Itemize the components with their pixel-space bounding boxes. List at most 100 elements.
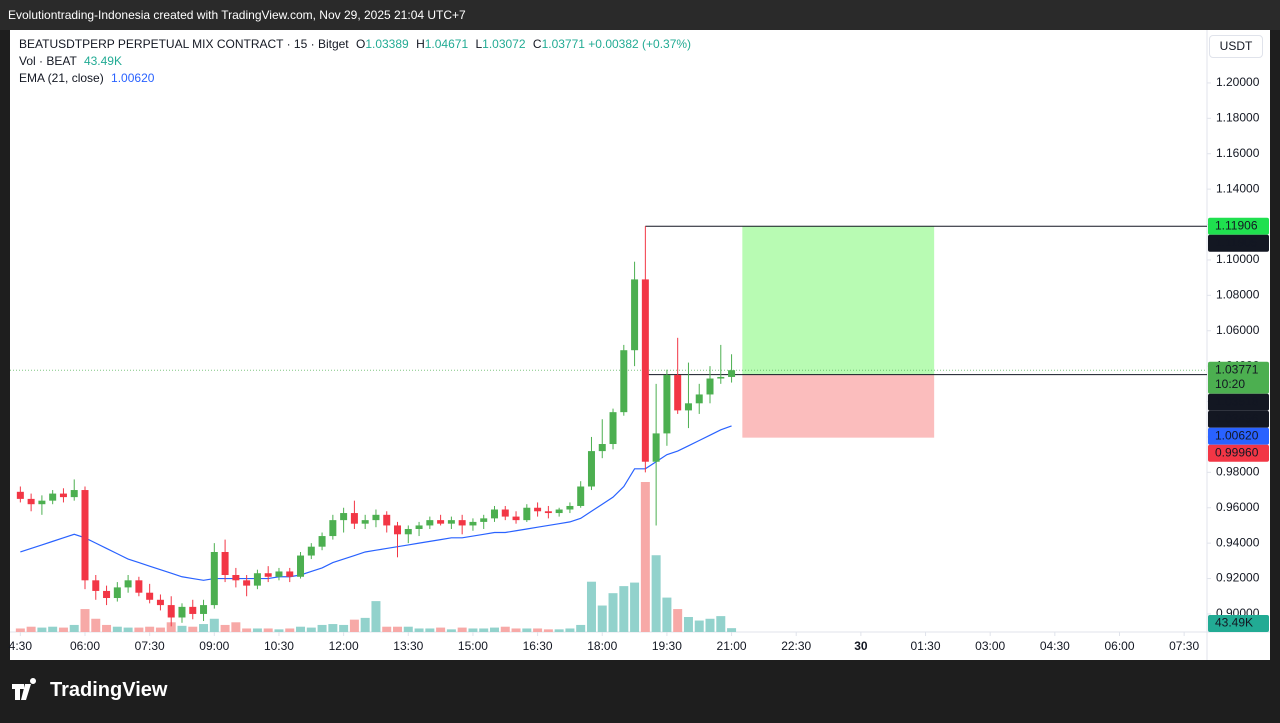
volume-bar bbox=[145, 626, 155, 632]
volume-bar bbox=[296, 626, 306, 632]
ohlc-value: 1.03072 bbox=[482, 37, 526, 51]
y-tick-label: 0.96000 bbox=[1216, 500, 1260, 514]
candle-body bbox=[631, 279, 639, 351]
candle-body bbox=[275, 571, 283, 577]
volume-bar bbox=[58, 627, 68, 632]
x-tick-label: 06:00 bbox=[1104, 639, 1134, 653]
volume-bar bbox=[360, 617, 370, 632]
x-tick-label: 19:30 bbox=[652, 639, 682, 653]
y-tick-label: 1.14000 bbox=[1216, 181, 1260, 195]
candle-body bbox=[113, 587, 121, 599]
currency-button[interactable]: USDT bbox=[1209, 35, 1263, 58]
volume-bar bbox=[651, 555, 661, 632]
volume-bar bbox=[220, 624, 230, 632]
volume-bar bbox=[274, 629, 284, 632]
volume-bar bbox=[199, 624, 209, 632]
candle-body bbox=[189, 606, 197, 614]
y-tick-label: 1.06000 bbox=[1216, 323, 1260, 337]
candle-body bbox=[437, 520, 445, 524]
candle-body bbox=[512, 516, 520, 521]
candle-body bbox=[318, 536, 326, 547]
candle-body bbox=[480, 518, 488, 522]
candle-body bbox=[415, 525, 423, 529]
volume-value: 43.49K bbox=[83, 54, 122, 68]
volume-bar bbox=[479, 628, 489, 632]
volume-bar bbox=[91, 618, 101, 632]
candle-body bbox=[178, 606, 186, 618]
x-tick-label: 09:00 bbox=[199, 639, 229, 653]
volume-bar bbox=[662, 597, 672, 632]
symbol: BEATUSDTPERP PERPETUAL MIX CONTRACT · 15… bbox=[19, 37, 349, 51]
ema-value: 1.00620 bbox=[111, 71, 155, 85]
volume-bar bbox=[619, 586, 629, 632]
candle-body bbox=[135, 580, 143, 593]
ohlc-value: 1.03389 bbox=[365, 37, 409, 51]
change: +0.00382 (+0.37%) bbox=[588, 37, 692, 51]
x-tick-label: 12:00 bbox=[329, 639, 359, 653]
volume-bar bbox=[134, 627, 144, 632]
volume-bar bbox=[317, 624, 327, 632]
x-tick-label: 15:00 bbox=[458, 639, 488, 653]
volume-bar bbox=[123, 627, 133, 632]
volume-bar bbox=[500, 626, 510, 632]
candle-body bbox=[663, 374, 671, 434]
candle-body bbox=[146, 592, 154, 600]
price-badge bbox=[1208, 361, 1269, 394]
x-tick-label: 21:00 bbox=[717, 639, 747, 653]
price-badge-label: 1.11905 bbox=[1215, 235, 1258, 249]
volume-bar bbox=[69, 624, 79, 632]
volume-bar bbox=[403, 626, 413, 632]
candle-body bbox=[394, 525, 402, 535]
x-tick-label: 4:30 bbox=[9, 639, 33, 653]
volume-bar bbox=[80, 609, 90, 632]
volume-bar bbox=[457, 627, 467, 632]
volume-bar bbox=[15, 628, 25, 632]
ohlc-letter: C bbox=[532, 37, 542, 51]
price-badge-label: 1.11906 bbox=[1215, 218, 1258, 232]
ohlc-letter: L bbox=[475, 37, 483, 51]
volume-bar bbox=[166, 622, 176, 632]
candle-body bbox=[210, 551, 218, 606]
y-tick-label: 1.08000 bbox=[1216, 288, 1260, 302]
candle-body bbox=[544, 511, 552, 514]
legend-volume: Vol · BEAT 43.49K bbox=[19, 54, 122, 68]
candle-body bbox=[297, 555, 305, 577]
volume-bar bbox=[37, 627, 47, 632]
candle-body bbox=[340, 513, 348, 521]
candle-body bbox=[469, 521, 477, 526]
candle-body bbox=[674, 374, 682, 411]
plot-area bbox=[10, 225, 1207, 632]
candle-body bbox=[350, 513, 358, 524]
x-tick-label: 01:30 bbox=[911, 639, 941, 653]
volume-bar bbox=[630, 582, 640, 632]
volume-bar bbox=[597, 605, 607, 632]
candle-body bbox=[501, 509, 509, 517]
candle-body bbox=[243, 580, 251, 586]
y-tick-label: 0.94000 bbox=[1216, 535, 1260, 549]
price-badge-label: 1.03518 bbox=[1215, 394, 1259, 408]
volume-bar bbox=[252, 628, 262, 632]
candle-body bbox=[307, 546, 315, 556]
ema-line bbox=[20, 425, 732, 581]
candle-body bbox=[490, 509, 498, 519]
volume-bar bbox=[177, 625, 187, 632]
candle-body bbox=[717, 376, 725, 379]
candle-body bbox=[372, 514, 380, 521]
candle-body bbox=[684, 403, 692, 411]
volume-bar bbox=[414, 628, 424, 632]
candle-body bbox=[620, 350, 628, 413]
candle-body bbox=[167, 605, 175, 618]
volume-bar bbox=[716, 616, 726, 632]
candle-body bbox=[59, 493, 67, 498]
y-tick-label: 1.20000 bbox=[1216, 75, 1260, 89]
volume-bar bbox=[683, 617, 693, 632]
ohlc-value: 1.04671 bbox=[424, 37, 469, 51]
x-tick-label: 30 bbox=[854, 639, 868, 653]
candle-body bbox=[264, 573, 272, 577]
watermark: Evolutiontrading-Indonesia created with … bbox=[0, 0, 1280, 30]
volume-bar bbox=[328, 624, 338, 632]
volume-bar bbox=[155, 627, 165, 632]
